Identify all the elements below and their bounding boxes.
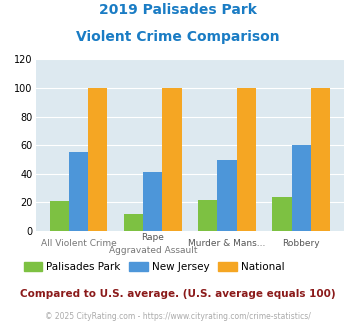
Bar: [198, 200, 217, 231]
Text: Aggravated Assault: Aggravated Assault: [109, 246, 197, 255]
Bar: [50, 201, 69, 231]
Bar: [124, 214, 143, 231]
Text: Robbery: Robbery: [283, 239, 320, 248]
Bar: [311, 88, 330, 231]
Text: Violent Crime Comparison: Violent Crime Comparison: [76, 30, 279, 44]
Text: © 2025 CityRating.com - https://www.cityrating.com/crime-statistics/: © 2025 CityRating.com - https://www.city…: [45, 312, 310, 321]
Text: 2019 Palisades Park: 2019 Palisades Park: [99, 3, 256, 17]
Text: Rape: Rape: [141, 233, 164, 242]
Bar: [237, 88, 256, 231]
Text: Compared to U.S. average. (U.S. average equals 100): Compared to U.S. average. (U.S. average …: [20, 289, 335, 299]
Bar: [69, 152, 88, 231]
Bar: [217, 159, 237, 231]
Bar: [272, 197, 292, 231]
Bar: [292, 145, 311, 231]
Text: Murder & Mans...: Murder & Mans...: [189, 239, 266, 248]
Text: All Violent Crime: All Violent Crime: [40, 239, 116, 248]
Bar: [88, 88, 108, 231]
Bar: [143, 172, 163, 231]
Legend: Palisades Park, New Jersey, National: Palisades Park, New Jersey, National: [20, 258, 289, 276]
Bar: [163, 88, 182, 231]
